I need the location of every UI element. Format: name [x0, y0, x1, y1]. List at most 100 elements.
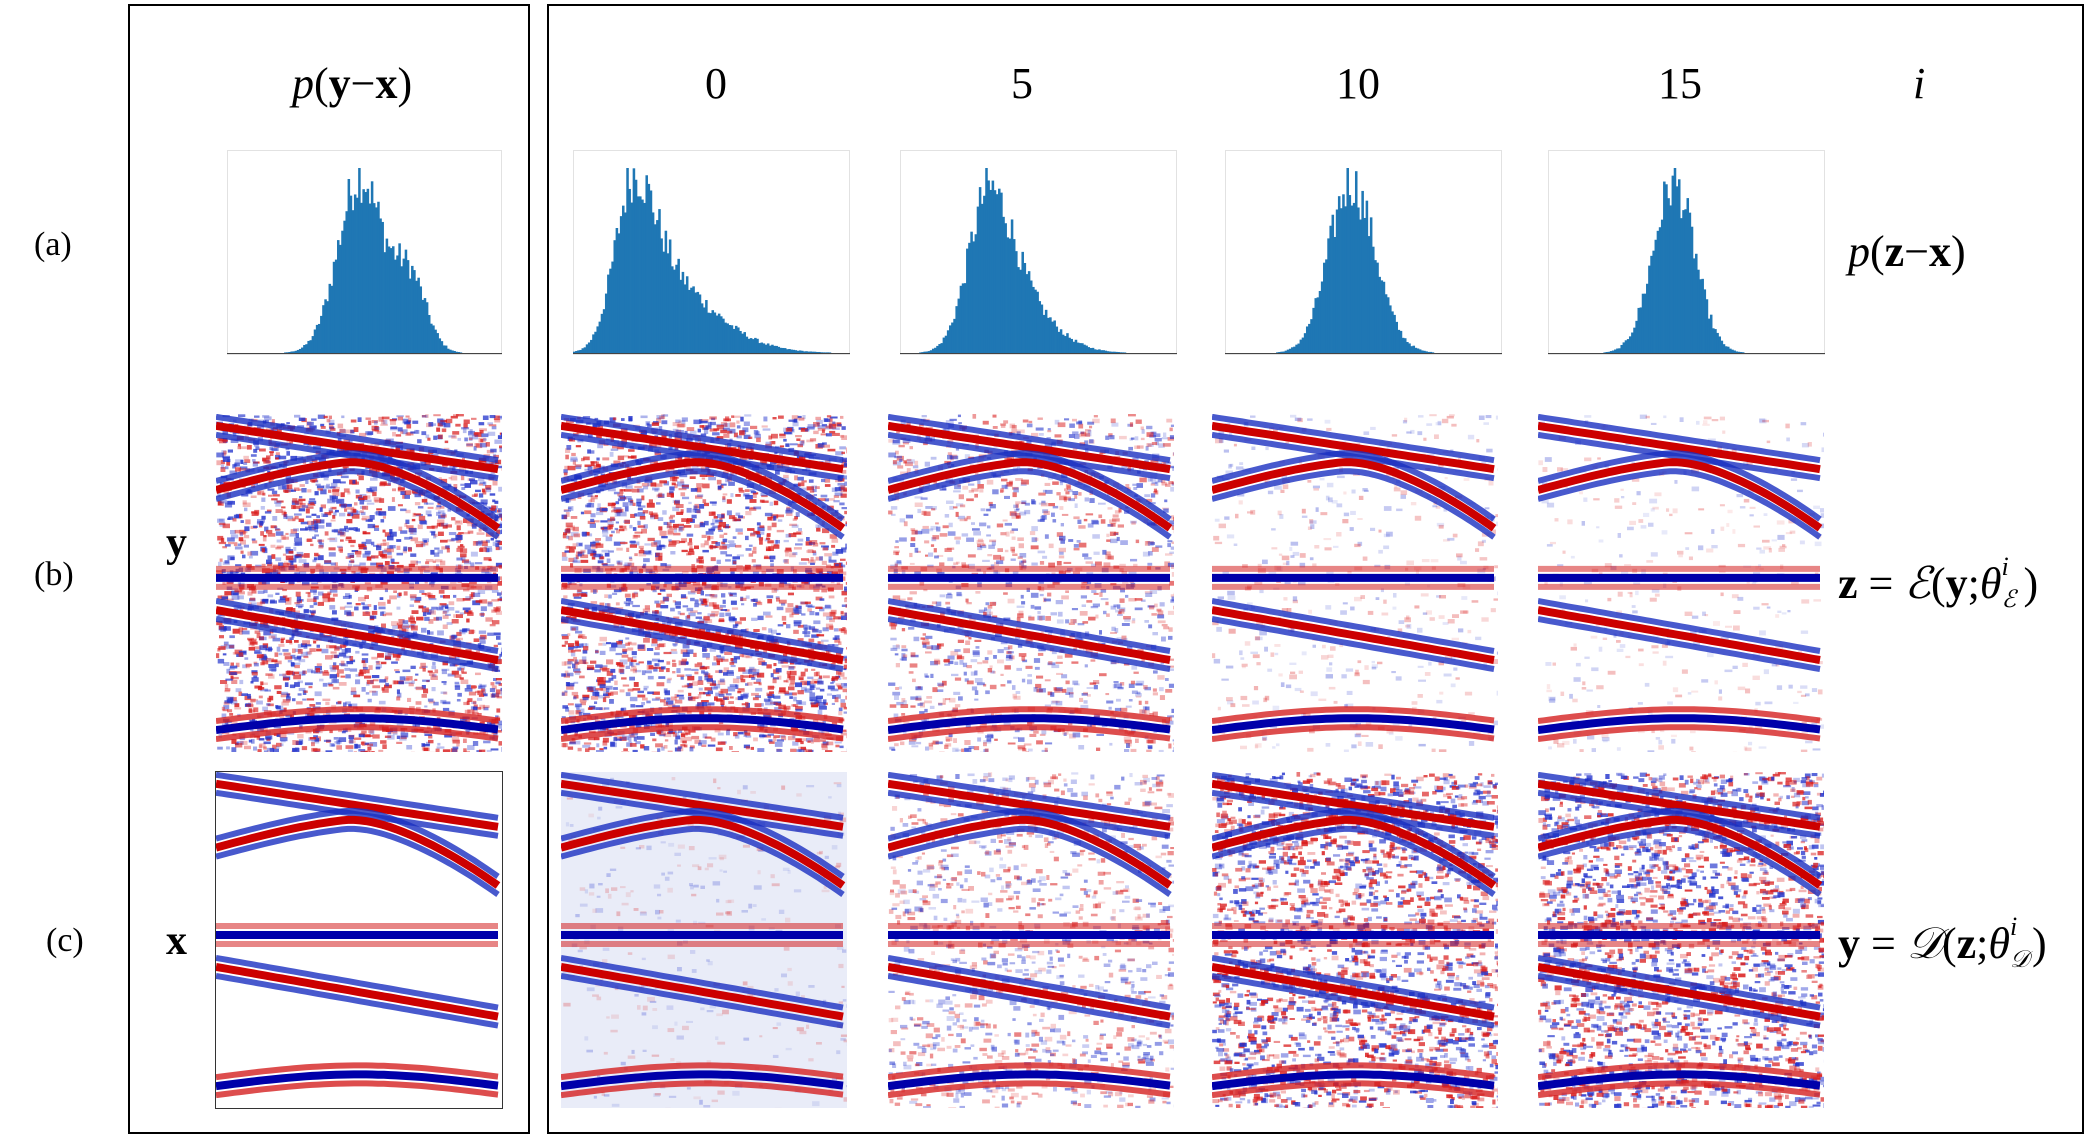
- p(y-x)-bar: [389, 248, 393, 353]
- iter-0-bar: [824, 352, 827, 353]
- iter-15-bar: [1731, 349, 1734, 353]
- iter-10-bar: [1384, 294, 1388, 353]
- iter-10-bar: [1382, 281, 1386, 353]
- iter-0-bar: [587, 342, 591, 353]
- flat-event: [1212, 923, 1494, 947]
- iter-0-bar: [653, 224, 657, 353]
- iter-15-bar: [1607, 351, 1611, 353]
- iter-0-bar: [649, 190, 653, 353]
- p(y-x)-bar: [315, 324, 319, 353]
- iter-0-bar: [777, 346, 781, 353]
- p(y-x)-bar: [438, 338, 442, 353]
- iter-15-bar: [1616, 348, 1619, 353]
- iter-5-bar: [1068, 337, 1071, 353]
- iter-15-bar: [1677, 179, 1681, 353]
- dipping-event-2: [561, 954, 844, 1029]
- iter-10-bar: [1386, 297, 1390, 353]
- iter-5-bar: [1119, 352, 1122, 353]
- iter-5-bar: [929, 350, 933, 353]
- iter-10-bar: [1359, 219, 1362, 353]
- iter-0-bar: [668, 239, 672, 353]
- flat-event: [888, 565, 1170, 590]
- iter-5-bar: [993, 190, 997, 353]
- iter-5-bar: [1102, 350, 1105, 353]
- p(y-x)-bar: [337, 240, 340, 353]
- iter-10-bar: [1378, 276, 1381, 353]
- iter-15-bar: [1609, 351, 1613, 353]
- dipping-event-2: [1538, 954, 1821, 1029]
- iter-5-bar: [934, 347, 937, 353]
- p(y-x)-bar: [398, 243, 401, 353]
- flat-event: [216, 565, 498, 590]
- iter-0-bar: [634, 179, 638, 353]
- iter-0-bar: [783, 348, 787, 353]
- iter-15-bar: [1709, 314, 1713, 353]
- side-label-y: y: [166, 520, 187, 566]
- iter-10-bar: [1320, 281, 1324, 353]
- seismic-noisy-input: [216, 414, 502, 752]
- p(y-x)-bar: [411, 265, 414, 353]
- iter-10-bar: [1414, 347, 1418, 353]
- p(y-x)-bar: [442, 345, 446, 353]
- p(y-x)-bar: [383, 252, 387, 353]
- iter-0-bar: [715, 315, 719, 353]
- dipping-event-1: [216, 414, 499, 482]
- iter-5-bar: [923, 351, 926, 353]
- p(y-x)-bar: [453, 350, 456, 353]
- iter-0-bar: [726, 323, 729, 353]
- iter-5-bar: [1010, 219, 1014, 353]
- iter-15-bar: [1667, 198, 1670, 353]
- iter-10-bar: [1399, 330, 1403, 353]
- iter-15-bar: [1718, 336, 1721, 353]
- curved-event: [888, 450, 1173, 540]
- iter-5-bar: [1072, 341, 1076, 353]
- p(y-x)-bar: [419, 286, 423, 353]
- p(y-x)-bar: [294, 350, 298, 353]
- iter-5-bar: [959, 285, 963, 353]
- iter-0-bar: [751, 339, 755, 353]
- iter-5-bar: [972, 241, 975, 353]
- iter-0-bar: [745, 336, 749, 353]
- row-label-b: (b): [34, 556, 74, 593]
- iter-0-bar: [666, 253, 670, 353]
- dipping-event-2: [888, 598, 1171, 672]
- iter-15-bar: [1699, 279, 1702, 353]
- iter-0-bar: [626, 168, 629, 353]
- iter-0-bar: [679, 279, 683, 353]
- p(y-x)-bar: [341, 230, 344, 353]
- p(y-x)-bar: [408, 278, 412, 353]
- iter-10-bar: [1372, 246, 1375, 353]
- iter-5-bar: [927, 351, 931, 353]
- iter-0-bar: [730, 325, 734, 353]
- iter-0-bar: [775, 345, 778, 353]
- histogram-iter-10: [1225, 150, 1502, 355]
- curved-event: [1212, 807, 1497, 897]
- iter-5-bar: [1070, 338, 1073, 353]
- iter-10-bar: [1431, 352, 1435, 353]
- iter-5-bar: [1064, 336, 1067, 353]
- dipping-event-1: [888, 414, 1171, 482]
- seismic-decoded-iter-10: [1212, 772, 1498, 1108]
- iter-0-bar: [800, 350, 804, 353]
- dipping-event-1: [1212, 414, 1495, 482]
- shallow-curve-event: [561, 706, 844, 742]
- iter-15-bar: [1669, 205, 1672, 353]
- iter-5-bar: [925, 351, 929, 353]
- curved-event: [1538, 807, 1823, 897]
- iter-10-bar: [1291, 347, 1294, 353]
- dipping-event-1: [216, 772, 499, 839]
- noise-layer: [561, 414, 847, 752]
- iter-0-bar: [643, 202, 646, 353]
- iter-5-bar: [974, 234, 978, 353]
- iter-0-bar: [807, 351, 810, 353]
- iter-10-bar: [1374, 260, 1377, 353]
- iter-0-bar: [743, 332, 746, 353]
- iter-15-bar: [1605, 351, 1609, 353]
- iter-5-bar: [1108, 351, 1112, 353]
- iter-0-bar: [581, 348, 585, 353]
- shallow-curve-event: [1538, 706, 1821, 742]
- p(y-x)-bar: [385, 238, 389, 353]
- iter-5-bar: [1081, 343, 1084, 353]
- p(y-x)-bar: [447, 348, 450, 353]
- iter-5-bar: [940, 343, 944, 353]
